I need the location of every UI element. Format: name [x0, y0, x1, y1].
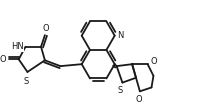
Text: S: S [24, 77, 29, 86]
Text: S: S [118, 86, 123, 96]
Text: O: O [43, 24, 49, 33]
Text: HN: HN [11, 42, 23, 51]
Text: N: N [118, 31, 124, 40]
Text: O: O [150, 57, 157, 66]
Text: O: O [136, 95, 142, 104]
Text: O: O [0, 55, 6, 64]
